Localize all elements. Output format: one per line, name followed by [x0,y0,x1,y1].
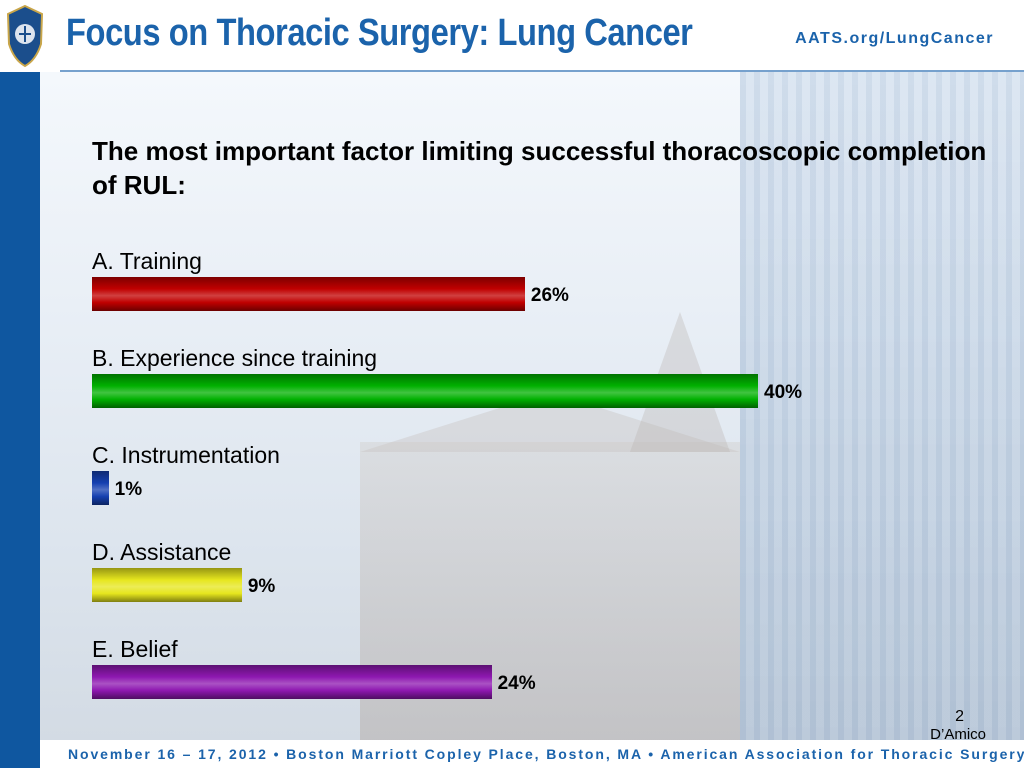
header-divider [60,70,1024,72]
slide-header: Focus on Thoracic Surgery: Lung Cancer A… [0,0,1024,72]
aats-shield-logo [6,4,44,68]
author-name: D’Amico [930,726,986,743]
bar-value-label-4: 24% [497,673,536,694]
footer-text: November 16 – 17, 2012 • Boston Marriott… [68,746,1024,762]
option-label-4: E. Belief [92,636,178,662]
option-label-3: D. Assistance [92,539,232,565]
bar-value-label-3: 9% [247,576,276,597]
bar-0 [92,277,525,311]
bar-value-label-0: 26% [530,285,569,306]
option-label-2: C. Instrumentation [92,442,280,468]
header-title: Focus on Thoracic Surgery: Lung Cancer [66,12,693,54]
option-label-0: A. Training [92,248,202,274]
bar-2 [92,471,109,505]
left-sidebar-stripe [0,72,40,768]
bar-value-label-1: 40% [764,382,803,403]
poll-bar-chart: A. Training 26% B. Experience since traini… [92,240,992,710]
slide-number: 2 [955,708,964,725]
option-label-1: B. Experience since training [92,345,378,371]
background-tower [740,72,1024,740]
header-url: AATS.org/LungCancer [795,30,994,47]
bar-3 [92,568,242,602]
bar-1 [92,374,758,408]
bar-4 [92,665,492,699]
bar-value-label-2: 1% [114,479,143,500]
question-title: The most important factor limiting succe… [92,136,987,200]
